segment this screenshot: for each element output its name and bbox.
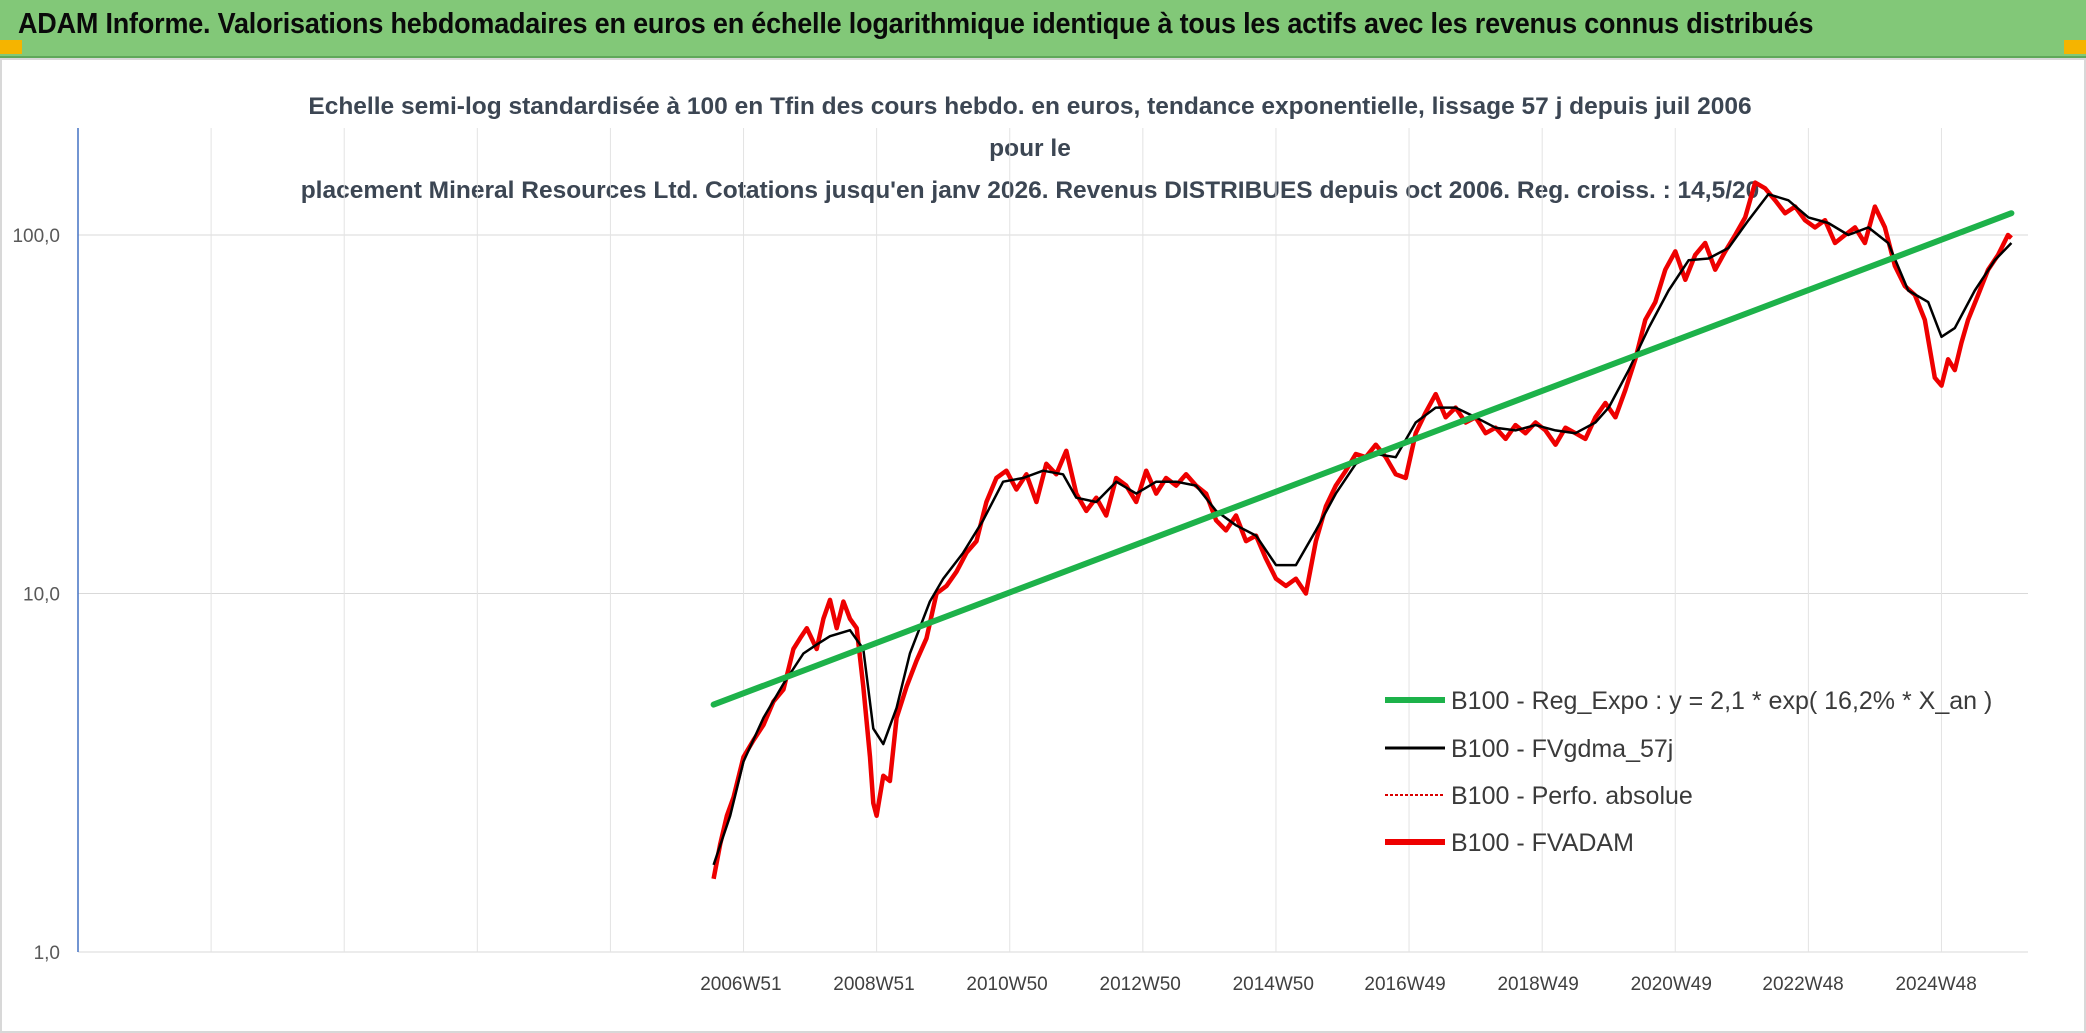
legend-label-reg-expo: B100 - Reg_Expo : y = 2,1 * exp( 16,2% *…: [1451, 687, 1992, 715]
chart-legend: B100 - Reg_Expo : y = 2,1 * exp( 16,2% *…: [1385, 687, 1992, 857]
legend-label-fvadam: B100 - FVADAM: [1451, 829, 1634, 857]
y-axis-ticks: 1,0 10,0 100,0: [12, 226, 60, 964]
legend-label-fvgdma: B100 - FVgdma_57j: [1451, 735, 1673, 763]
chart-grid: [78, 128, 2028, 953]
x-tick-label: 2006W51: [700, 974, 781, 995]
x-tick-label: 2008W51: [833, 974, 914, 995]
chart-subtitle: Echelle semi-log standardisée à 100 en T…: [290, 86, 1770, 212]
y-tick-label: 10,0: [23, 585, 60, 606]
corner-accent-left: [0, 40, 22, 54]
x-axis-ticks: 2006W51 2008W51 2010W50 2012W50 2014W50 2016W…: [700, 974, 1977, 995]
banner-title: ADAM Informe. Valorisations hebdomadaire…: [18, 8, 1814, 40]
x-tick-label: 2024W48: [1895, 974, 1976, 995]
x-tick-label: 2014W50: [1233, 974, 1314, 995]
y-tick-label: 100,0: [12, 226, 60, 247]
x-tick-label: 2016W49: [1364, 974, 1445, 995]
series-line-reg-expo: [710, 210, 2015, 708]
chart-subtitle-line-2: placement Mineral Resources Ltd. Cotatio…: [300, 177, 1760, 204]
x-tick-label: 2012W50: [1100, 974, 1181, 995]
x-tick-label: 2020W49: [1631, 974, 1712, 995]
corner-accent-right: [2064, 40, 2086, 54]
chart-subtitle-line-1: Echelle semi-log standardisée à 100 en T…: [308, 93, 1752, 162]
x-tick-label: 2018W49: [1497, 974, 1578, 995]
legend-label-perfo: B100 - Perfo. absolue: [1451, 782, 1693, 810]
x-tick-label: 2022W48: [1762, 974, 1843, 995]
title-banner: ADAM Informe. Valorisations hebdomadaire…: [0, 0, 2086, 58]
series-line-fvgdma: [712, 192, 2013, 866]
x-tick-label: 2010W50: [966, 974, 1047, 995]
chart-frame: [0, 58, 2086, 1033]
y-tick-label: 1,0: [34, 943, 60, 964]
series-line-fvadam: [711, 180, 2013, 880]
chart-series: [710, 180, 2015, 880]
